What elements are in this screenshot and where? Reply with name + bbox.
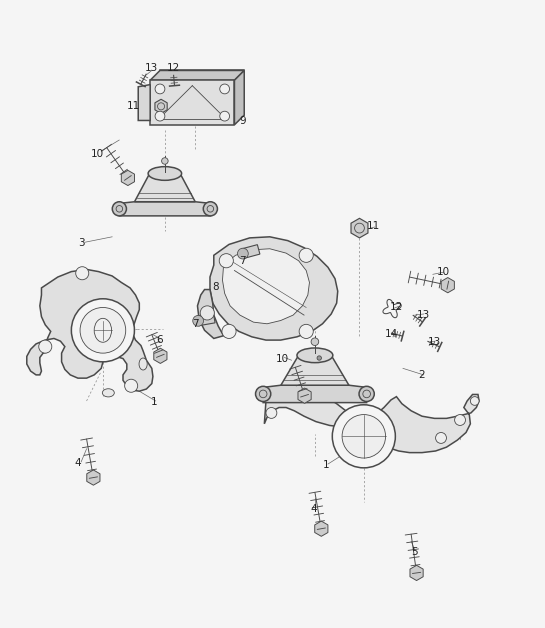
Text: 12: 12 xyxy=(167,63,180,73)
Text: 6: 6 xyxy=(156,335,163,345)
Text: 4: 4 xyxy=(310,504,317,514)
Text: 13: 13 xyxy=(417,310,430,320)
Circle shape xyxy=(435,433,446,443)
Text: 2: 2 xyxy=(419,370,425,380)
Polygon shape xyxy=(119,202,210,216)
Text: 1: 1 xyxy=(323,460,329,470)
Text: 4: 4 xyxy=(75,458,81,468)
Circle shape xyxy=(219,254,233,268)
Ellipse shape xyxy=(297,348,333,362)
Circle shape xyxy=(203,202,217,216)
Polygon shape xyxy=(441,278,455,293)
Polygon shape xyxy=(27,269,153,391)
Polygon shape xyxy=(160,70,244,115)
Text: 1: 1 xyxy=(150,397,158,407)
Circle shape xyxy=(80,308,126,353)
Text: 13: 13 xyxy=(428,337,441,347)
Circle shape xyxy=(155,111,165,121)
Circle shape xyxy=(155,84,165,94)
Circle shape xyxy=(222,324,236,338)
Circle shape xyxy=(470,397,479,405)
Polygon shape xyxy=(264,387,479,453)
Ellipse shape xyxy=(193,315,203,326)
Polygon shape xyxy=(298,388,311,403)
Circle shape xyxy=(39,340,52,353)
Text: 3: 3 xyxy=(78,239,84,248)
Ellipse shape xyxy=(94,318,112,342)
Circle shape xyxy=(76,267,89,279)
Polygon shape xyxy=(138,85,150,121)
Ellipse shape xyxy=(102,389,114,397)
Polygon shape xyxy=(155,99,167,114)
Polygon shape xyxy=(87,470,100,485)
Circle shape xyxy=(299,248,313,263)
Text: 12: 12 xyxy=(390,303,403,313)
Circle shape xyxy=(342,414,385,458)
Text: 10: 10 xyxy=(91,149,104,159)
Circle shape xyxy=(256,386,271,401)
Circle shape xyxy=(71,299,135,362)
Circle shape xyxy=(200,306,214,320)
Circle shape xyxy=(220,111,229,121)
Circle shape xyxy=(311,338,319,345)
Polygon shape xyxy=(314,521,328,536)
Ellipse shape xyxy=(139,358,147,370)
Text: 5: 5 xyxy=(411,547,418,557)
Circle shape xyxy=(220,84,229,94)
Text: 7: 7 xyxy=(192,319,198,329)
Polygon shape xyxy=(241,245,260,258)
Polygon shape xyxy=(122,170,135,185)
Circle shape xyxy=(112,202,126,216)
Polygon shape xyxy=(410,565,423,580)
Polygon shape xyxy=(135,173,195,202)
Text: 14: 14 xyxy=(384,329,398,339)
Polygon shape xyxy=(281,355,349,385)
Circle shape xyxy=(332,405,395,468)
Circle shape xyxy=(317,356,322,360)
Polygon shape xyxy=(154,348,167,364)
Text: 13: 13 xyxy=(145,63,159,73)
Text: 10: 10 xyxy=(437,267,450,277)
Circle shape xyxy=(455,414,465,425)
Polygon shape xyxy=(197,290,223,338)
Circle shape xyxy=(359,386,374,401)
Circle shape xyxy=(266,408,277,418)
Text: 8: 8 xyxy=(212,282,219,292)
Polygon shape xyxy=(150,80,234,125)
Polygon shape xyxy=(150,70,244,80)
Polygon shape xyxy=(222,249,310,324)
Circle shape xyxy=(299,324,313,338)
Text: 7: 7 xyxy=(239,256,246,266)
Polygon shape xyxy=(234,70,244,125)
Text: 11: 11 xyxy=(366,221,380,231)
Text: 9: 9 xyxy=(239,116,246,126)
Text: 10: 10 xyxy=(276,354,289,364)
Circle shape xyxy=(125,379,138,392)
Polygon shape xyxy=(210,237,338,340)
Ellipse shape xyxy=(238,248,249,259)
Polygon shape xyxy=(351,219,368,238)
Circle shape xyxy=(162,158,168,165)
Polygon shape xyxy=(263,385,367,403)
Ellipse shape xyxy=(148,166,181,180)
Text: 11: 11 xyxy=(127,101,141,111)
Polygon shape xyxy=(197,313,215,326)
